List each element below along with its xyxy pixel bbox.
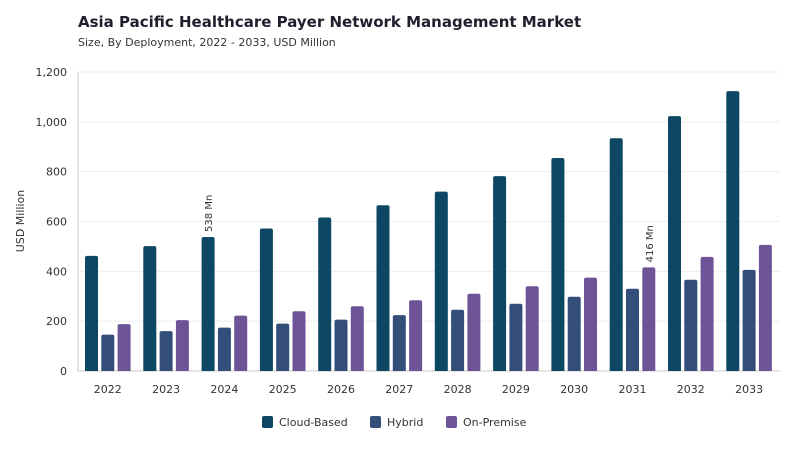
data-label: 538 Mn: [204, 195, 215, 232]
legend-swatch: [446, 416, 457, 428]
bar-on-premise-2029: [525, 286, 539, 371]
bar-on-premise-2022: [117, 324, 131, 371]
bar-hybrid-2032: [684, 279, 698, 371]
chart-title: Asia Pacific Healthcare Payer Network Ma…: [78, 13, 581, 31]
bar-cloud-based-2026: [318, 217, 332, 371]
bar-on-premise-2033: [758, 244, 772, 371]
bar-hybrid-2033: [742, 269, 756, 371]
x-tick-label: 2031: [619, 383, 647, 396]
bar-hybrid-2029: [509, 303, 523, 371]
x-tick-label: 2029: [502, 383, 530, 396]
bar-hybrid-2027: [392, 315, 406, 371]
bars: [85, 91, 772, 371]
legend-label: Hybrid: [387, 416, 423, 429]
x-tick-label: 2030: [560, 383, 588, 396]
bar-cloud-based-2024: [201, 236, 215, 371]
x-tick-label: 2025: [269, 383, 297, 396]
data-label: 416 Mn: [645, 225, 656, 262]
bar-on-premise-2024: [234, 315, 248, 371]
bar-hybrid-2025: [276, 323, 290, 371]
bar-hybrid-2023: [159, 331, 173, 371]
bar-on-premise-2025: [292, 311, 306, 371]
bar-hybrid-2024: [217, 327, 231, 371]
legend-item-on-premise: On-Premise: [446, 416, 527, 429]
bar-hybrid-2031: [626, 288, 639, 371]
y-tick-label: 1,000: [36, 116, 68, 129]
bar-on-premise-2023: [175, 320, 189, 371]
bar-on-premise-2027: [409, 300, 423, 371]
bar-on-premise-2031: [642, 267, 656, 371]
legend-swatch: [262, 416, 273, 428]
y-tick-label: 400: [46, 265, 67, 278]
x-tick-label: 2028: [444, 383, 472, 396]
chart-subtitle: Size, By Deployment, 2022 - 2033, USD Mi…: [78, 36, 336, 49]
bar-cloud-based-2030: [551, 157, 565, 371]
legend-item-hybrid: Hybrid: [370, 416, 423, 429]
x-tick-label: 2027: [385, 383, 413, 396]
bar-hybrid-2030: [567, 296, 581, 371]
y-tick-label: 600: [46, 216, 67, 229]
bar-cloud-based-2032: [668, 116, 681, 371]
y-axis-label: USD Million: [14, 190, 27, 252]
bar-on-premise-2026: [350, 306, 364, 371]
legend-label: Cloud-Based: [279, 416, 348, 429]
x-axis-ticks: 2022 2023 2024 2025 2026 2027 2028 2029 2030 2031…: [94, 383, 763, 396]
x-tick-label: 2032: [677, 383, 705, 396]
y-axis-ticks: 0 200 400 600 800 1,000 1,200: [36, 66, 68, 378]
legend-label: On-Premise: [463, 416, 527, 429]
bar-cloud-based-2023: [143, 246, 157, 371]
bar-on-premise-2032: [700, 256, 714, 371]
x-tick-label: 2022: [94, 383, 122, 396]
bar-cloud-based-2031: [609, 138, 623, 371]
y-tick-label: 0: [60, 365, 67, 378]
y-tick-label: 200: [46, 315, 67, 328]
legend-item-cloud-based: Cloud-Based: [262, 416, 348, 429]
legend: Cloud-Based Hybrid On-Premise: [262, 416, 527, 429]
bar-hybrid-2022: [101, 334, 115, 371]
bar-hybrid-2028: [451, 309, 465, 371]
bar-hybrid-2026: [334, 319, 348, 371]
y-tick-label: 1,200: [36, 66, 68, 79]
bar-cloud-based-2029: [493, 176, 507, 371]
grid-lines: [77, 71, 780, 372]
bar-cloud-based-2027: [376, 205, 390, 371]
y-tick-label: 800: [46, 166, 67, 179]
bar-on-premise-2030: [584, 277, 597, 371]
bar-cloud-based-2025: [259, 228, 273, 371]
bar-cloud-based-2022: [85, 255, 98, 371]
bar-cloud-based-2033: [726, 91, 740, 371]
annotations: 538 Mn 416 Mn: [204, 195, 656, 263]
x-tick-label: 2024: [210, 383, 238, 396]
legend-swatch: [370, 416, 381, 428]
x-tick-label: 2023: [152, 383, 180, 396]
bar-on-premise-2028: [467, 293, 481, 371]
x-tick-label: 2026: [327, 383, 355, 396]
bar-cloud-based-2028: [434, 191, 448, 371]
x-tick-label: 2033: [735, 383, 763, 396]
